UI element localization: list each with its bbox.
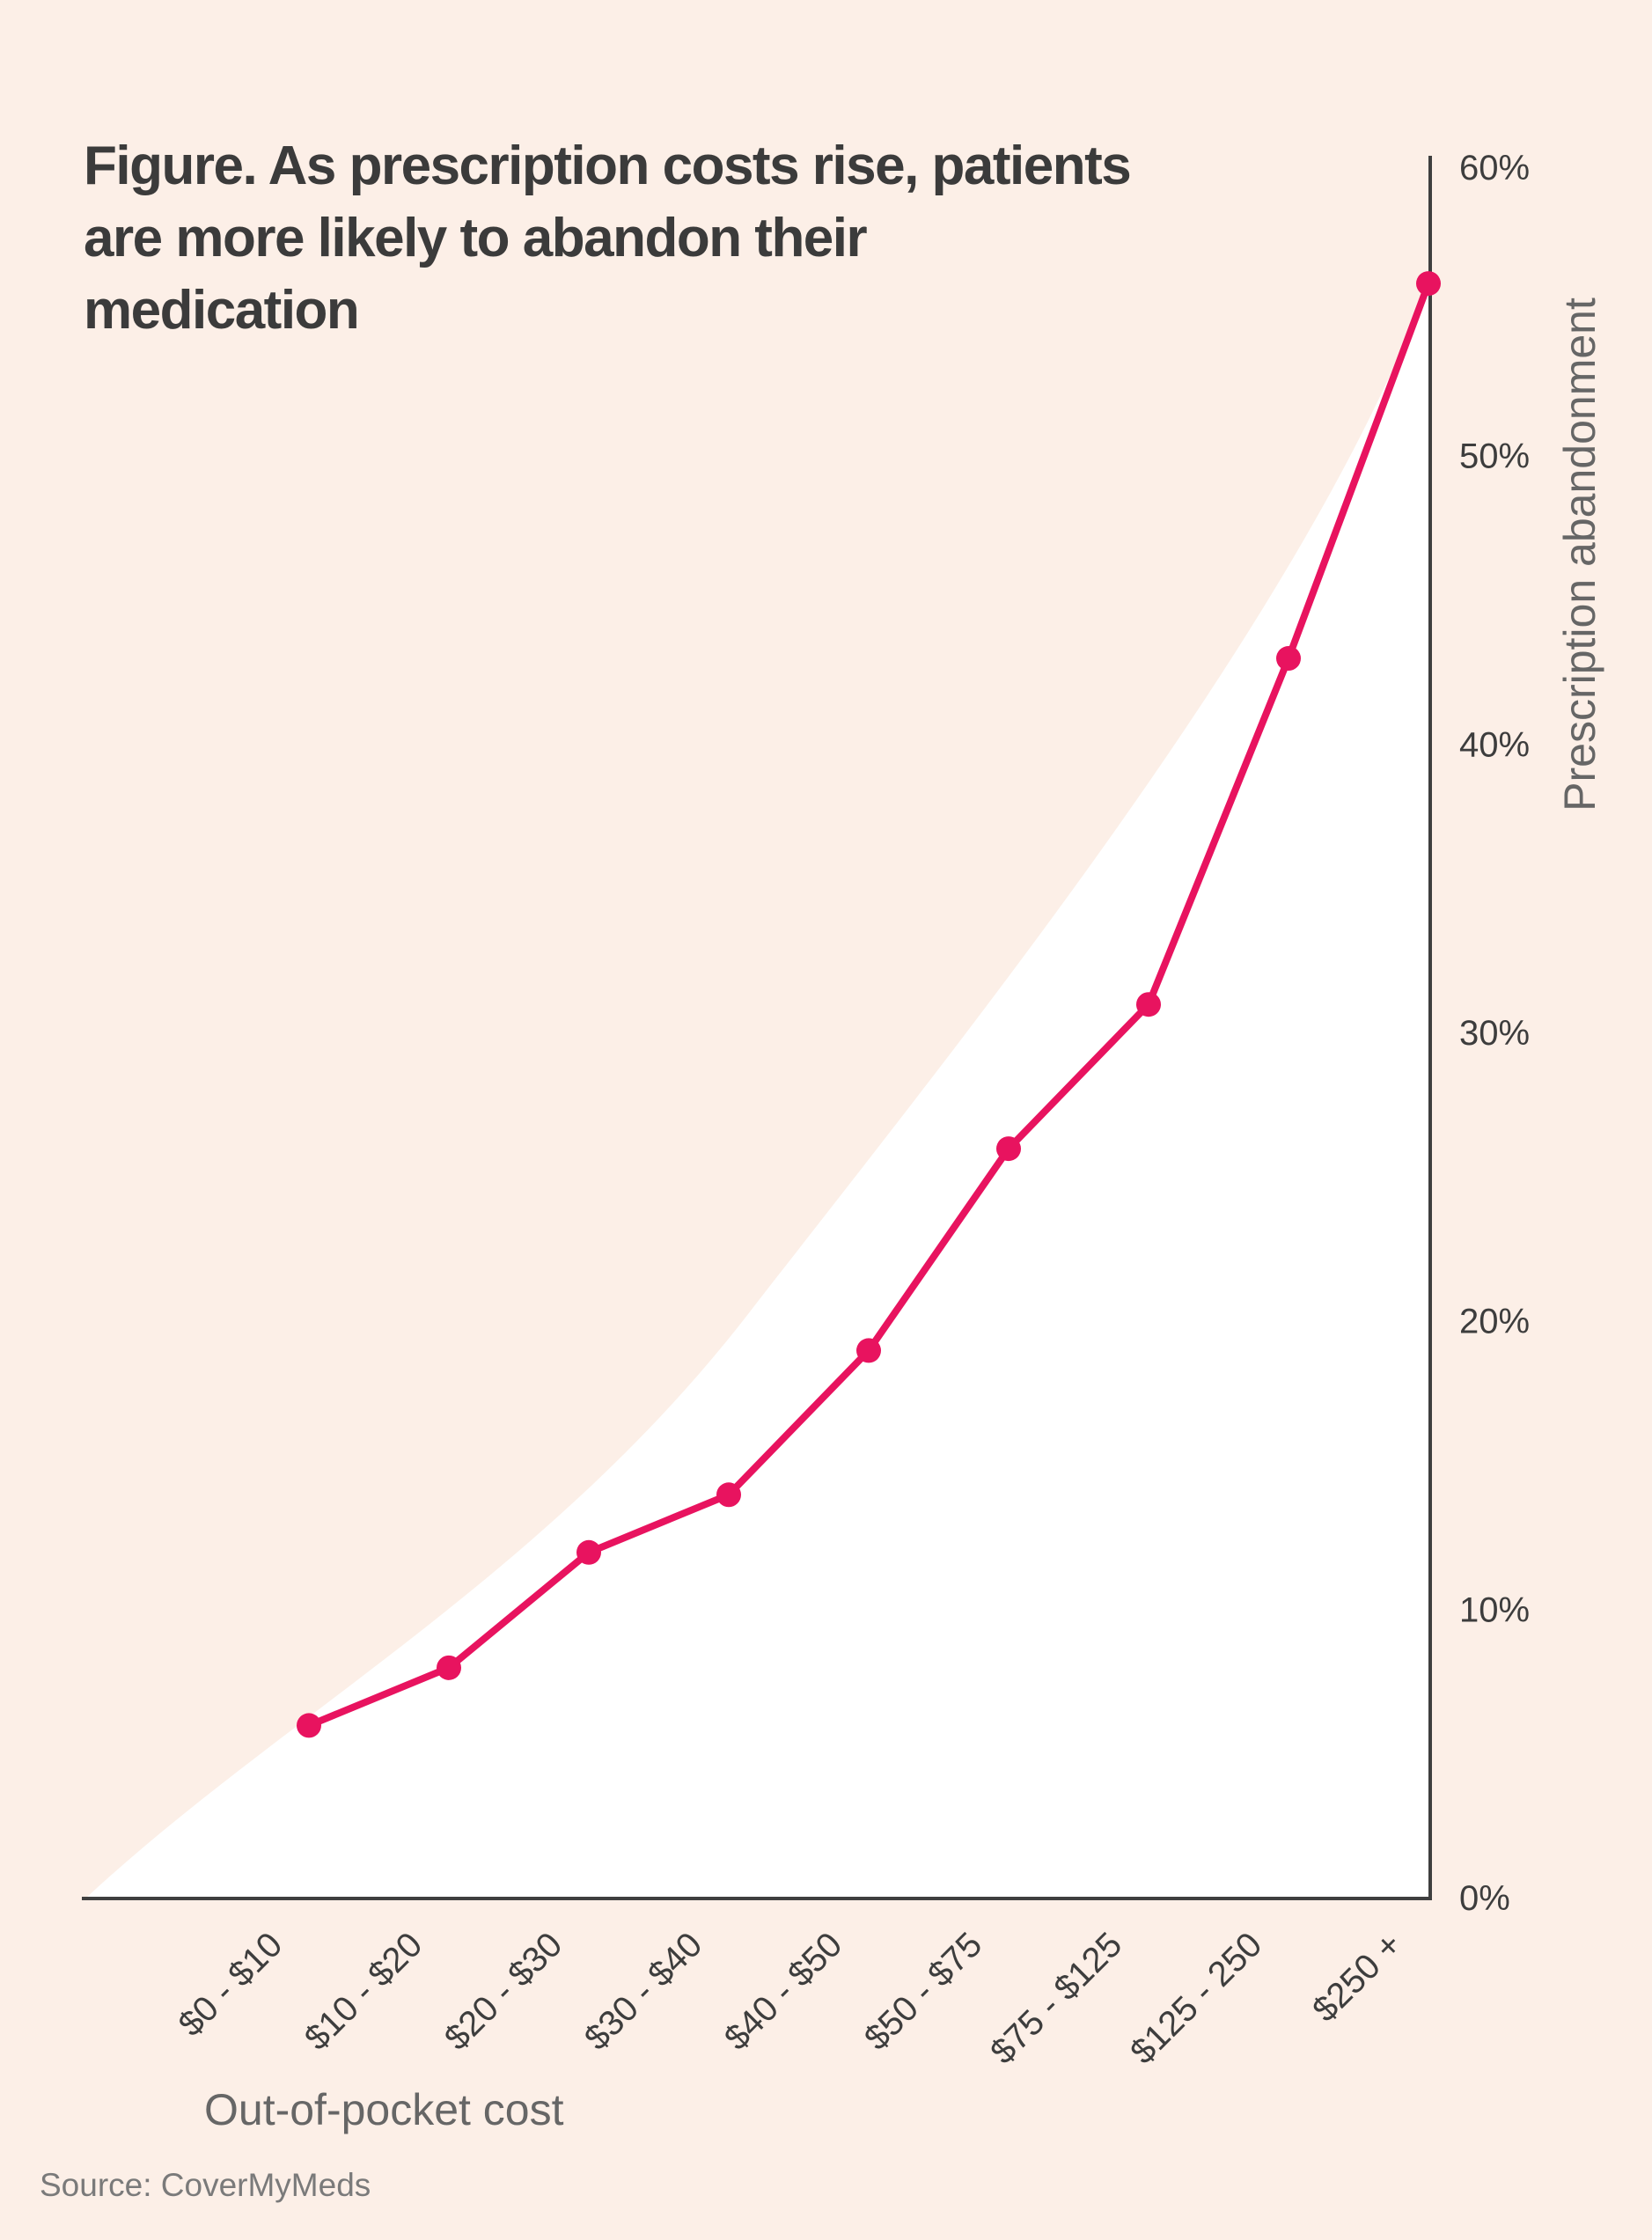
x-tick-label: $50 - $75 <box>857 1925 990 2058</box>
data-point <box>1136 992 1161 1017</box>
x-axis-title: Out-of-pocket cost <box>204 2085 564 2134</box>
y-tick-label: 50% <box>1459 437 1530 476</box>
x-tick-label: $250 + <box>1305 1925 1409 2029</box>
x-tick-label: $10 - $20 <box>297 1925 430 2058</box>
x-tick-label: $40 - $50 <box>717 1925 850 2058</box>
plot-area-fill <box>85 283 1430 1899</box>
y-axis-title: Prescription abandonment <box>1555 297 1604 812</box>
y-tick-label: 0% <box>1459 1879 1510 1918</box>
data-point <box>297 1713 321 1738</box>
x-tick-label: $0 - $10 <box>171 1925 290 2044</box>
y-tick-label: 10% <box>1459 1590 1530 1629</box>
x-tick-label: $20 - $30 <box>437 1925 570 2058</box>
data-point <box>1276 646 1301 672</box>
data-point <box>1416 271 1441 297</box>
y-tick-label: 20% <box>1459 1303 1530 1341</box>
y-tick-label: 40% <box>1459 725 1530 764</box>
source-note: Source: CoverMyMeds <box>40 2167 371 2203</box>
data-point <box>856 1338 881 1363</box>
x-tick-label: $125 - 250 <box>1123 1925 1269 2071</box>
x-tick-label: $75 - $125 <box>983 1925 1129 2071</box>
y-tick-label: 60% <box>1459 149 1530 187</box>
y-tick-label: 30% <box>1459 1014 1530 1053</box>
x-tick-label: $30 - $40 <box>577 1925 710 2058</box>
data-point <box>996 1136 1021 1162</box>
data-point <box>716 1482 741 1508</box>
data-point <box>576 1539 601 1565</box>
data-point <box>437 1655 461 1680</box>
figure-title: Figure. As prescription costs rise, pati… <box>84 136 1132 341</box>
